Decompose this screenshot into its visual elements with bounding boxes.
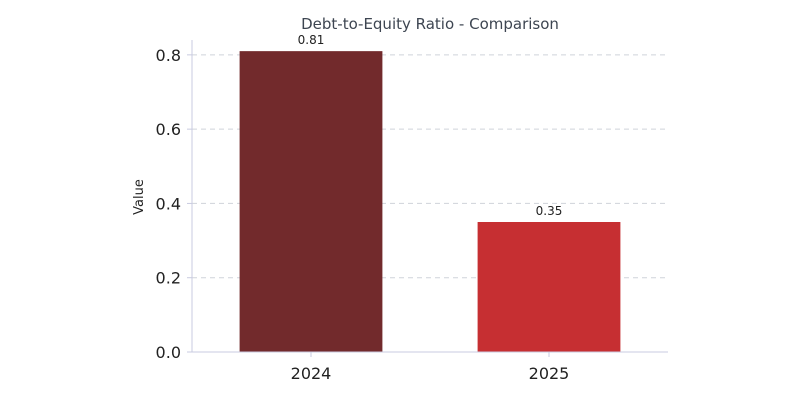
data-label-2024: 0.81 <box>298 33 325 47</box>
bar-2024 <box>239 51 383 353</box>
data-label-2025: 0.35 <box>536 204 563 218</box>
y-tick-label: 0.0 <box>156 343 181 362</box>
axes <box>187 40 668 357</box>
bar-2025 <box>477 222 621 352</box>
chart-title: Debt-to-Equity Ratio - Comparison <box>301 15 559 33</box>
y-axis-label: Value <box>132 179 147 215</box>
y-tick-label: 0.8 <box>156 46 181 65</box>
y-tick-label: 0.4 <box>156 194 181 213</box>
labels: 0.0 0.2 0.4 0.6 0.8 0.81 2024 0.35 2025 <box>156 33 570 383</box>
x-tick-label-2024: 2024 <box>291 364 332 383</box>
x-tick-label-2025: 2025 <box>529 364 570 383</box>
y-tick-label: 0.2 <box>156 269 181 288</box>
y-tick-label: 0.6 <box>156 120 181 139</box>
bars <box>239 51 621 353</box>
